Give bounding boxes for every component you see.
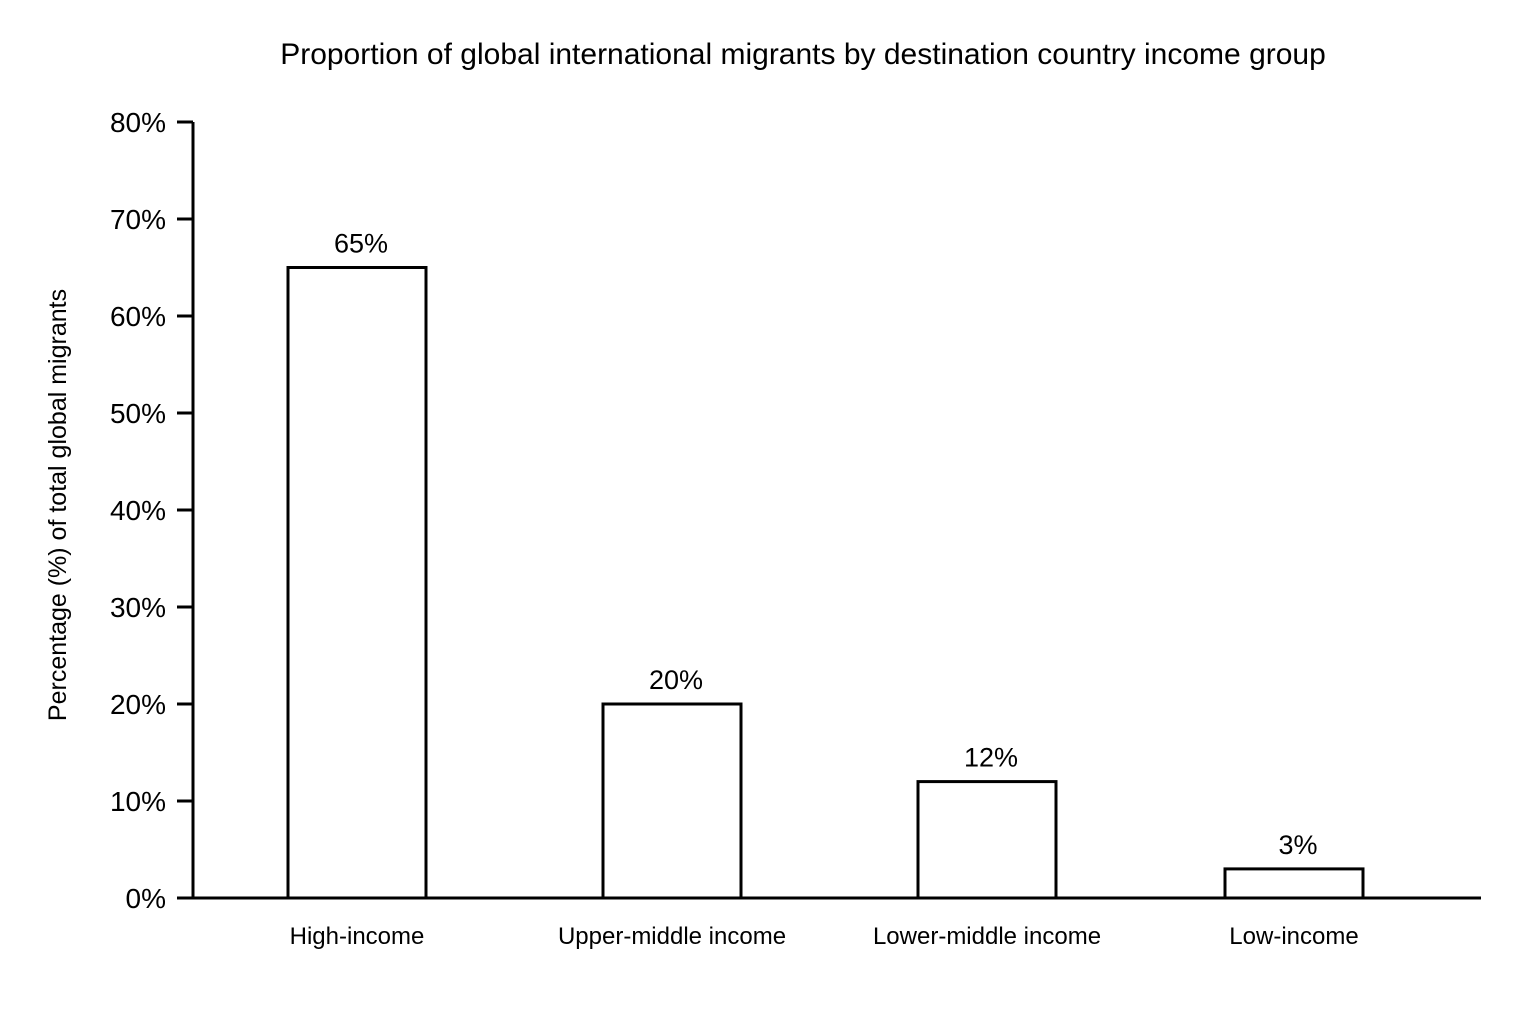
x-category-label: High-income (290, 923, 425, 950)
x-category-label: Lower-middle income (873, 923, 1101, 950)
y-axis-label: Percentage (%) of total global migrants (44, 289, 72, 721)
bar-value-label: 12% (964, 743, 1018, 773)
y-tick-label: 20% (110, 689, 166, 720)
y-tick-label: 60% (110, 301, 166, 332)
y-tick-label: 0% (126, 883, 166, 914)
bar (916, 780, 1058, 900)
bar (286, 266, 428, 900)
x-category-label: Upper-middle income (558, 923, 786, 950)
y-tick-label: 50% (110, 398, 166, 429)
bar (601, 702, 743, 900)
category-labels-group: High-income Upper-middle income Lower-midd… (290, 923, 1359, 950)
bar-value-label: 65% (334, 229, 388, 259)
chart-title: Proportion of global international migra… (280, 38, 1326, 71)
y-tick-label: 40% (110, 495, 166, 526)
bars-group (286, 266, 1365, 900)
x-category-label: Low-income (1229, 923, 1358, 950)
y-tick-label: 30% (110, 592, 166, 623)
y-tick-label: 80% (110, 107, 166, 138)
bar-value-label: 20% (649, 665, 703, 695)
y-axis-ticks: 0% 10% 20% 30% 40% 50% 60% 70% 80% (110, 107, 193, 914)
bar-value-label: 3% (1278, 830, 1317, 860)
y-tick-label: 70% (110, 204, 166, 235)
y-tick-label: 10% (110, 786, 166, 817)
bar (1223, 867, 1365, 900)
value-labels-group: 65% 20% 12% 3% (334, 229, 1318, 860)
